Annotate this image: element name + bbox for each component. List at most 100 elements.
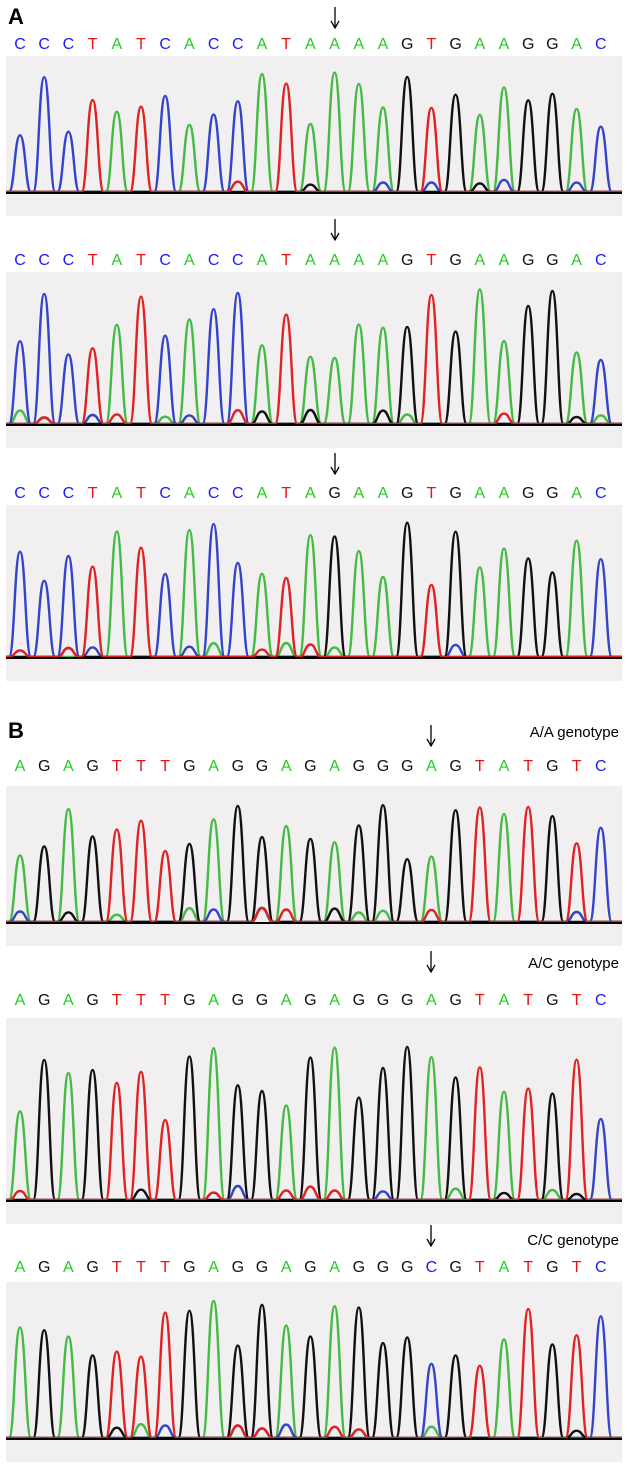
base-call: A bbox=[280, 992, 292, 1009]
base-call: T bbox=[523, 758, 534, 775]
base-call: C bbox=[207, 485, 220, 502]
panel-a-label: A bbox=[8, 4, 24, 29]
base-call: T bbox=[87, 485, 98, 502]
base-call: C bbox=[38, 485, 50, 502]
base-call: G bbox=[521, 252, 535, 269]
base-call: A bbox=[329, 992, 340, 1009]
base-call: C bbox=[62, 252, 75, 269]
base-call: A bbox=[571, 36, 582, 53]
base-call: T bbox=[111, 758, 122, 775]
base-call: A bbox=[498, 485, 510, 502]
variant-arrow-icon bbox=[426, 951, 436, 974]
base-call: A bbox=[280, 758, 292, 775]
base-call: T bbox=[136, 36, 146, 53]
base-call: A bbox=[305, 36, 316, 53]
base-call: A bbox=[498, 36, 510, 53]
base-call: T bbox=[160, 758, 171, 775]
base-call: G bbox=[449, 485, 462, 502]
base-call: C bbox=[159, 252, 171, 269]
base-call: G bbox=[521, 485, 535, 502]
base-call: T bbox=[281, 485, 292, 502]
base-call: A bbox=[184, 252, 195, 269]
trace-A bbox=[6, 1046, 622, 1202]
base-call: G bbox=[231, 1259, 245, 1276]
trace-T bbox=[6, 546, 622, 659]
base-call: A bbox=[208, 1259, 219, 1276]
base-call: G bbox=[304, 992, 317, 1009]
trace-G bbox=[6, 521, 622, 659]
genotype-label: A/C genotype bbox=[528, 955, 619, 972]
base-call: G bbox=[255, 1259, 269, 1276]
trace-A bbox=[6, 288, 622, 426]
base-call: G bbox=[352, 992, 366, 1009]
base-call: A bbox=[353, 485, 365, 502]
base-call: C bbox=[14, 252, 26, 269]
trace-A bbox=[6, 528, 622, 659]
base-call: A bbox=[256, 252, 268, 269]
base-call: T bbox=[136, 1259, 146, 1276]
base-call: G bbox=[86, 1259, 99, 1276]
trace-G bbox=[6, 1303, 622, 1440]
base-call: A bbox=[329, 1259, 340, 1276]
base-call: G bbox=[255, 992, 269, 1009]
base-call: T bbox=[474, 992, 485, 1009]
base-call: A bbox=[256, 485, 268, 502]
base-call: A bbox=[329, 36, 340, 53]
base-call: G bbox=[400, 758, 414, 775]
chromatogram-trace bbox=[6, 272, 622, 448]
base-call: A bbox=[184, 485, 195, 502]
genotype-label: C/C genotype bbox=[527, 1232, 619, 1249]
base-call: T bbox=[426, 36, 437, 53]
variant-arrow-icon bbox=[426, 1225, 436, 1248]
trace-A bbox=[6, 1299, 622, 1440]
base-call: C bbox=[595, 1259, 607, 1276]
trace-T bbox=[6, 82, 622, 194]
base-call: G bbox=[449, 36, 462, 53]
base-call: G bbox=[328, 485, 341, 502]
trace-C bbox=[6, 1315, 622, 1440]
base-call: G bbox=[86, 992, 99, 1009]
base-call: C bbox=[207, 252, 220, 269]
base-call: G bbox=[449, 758, 462, 775]
base-call: A bbox=[498, 992, 510, 1009]
base-call: T bbox=[136, 252, 146, 269]
variant-arrow-icon bbox=[330, 219, 340, 242]
base-call: G bbox=[86, 758, 99, 775]
base-call: A bbox=[305, 252, 316, 269]
base-call: C bbox=[232, 485, 244, 502]
variant-arrow-icon bbox=[426, 725, 436, 748]
base-call: G bbox=[304, 758, 317, 775]
base-call: G bbox=[546, 36, 559, 53]
base-call: A bbox=[208, 758, 219, 775]
base-call: A bbox=[426, 758, 437, 775]
base-call: C bbox=[207, 36, 220, 53]
base-call: T bbox=[474, 1259, 485, 1276]
base-call: C bbox=[232, 252, 244, 269]
base-call: T bbox=[111, 992, 122, 1009]
base-call: C bbox=[595, 992, 607, 1009]
base-call: C bbox=[159, 36, 171, 53]
base-call: A bbox=[498, 1259, 510, 1276]
variant-arrow-icon bbox=[330, 453, 340, 476]
variant-arrow-icon bbox=[330, 7, 340, 30]
trace-C bbox=[6, 522, 622, 659]
base-call: A bbox=[353, 252, 365, 269]
base-call: A bbox=[498, 252, 510, 269]
chromatogram-trace bbox=[6, 1018, 622, 1224]
base-call: C bbox=[595, 485, 607, 502]
base-call: A bbox=[474, 252, 486, 269]
base-call: T bbox=[111, 1259, 122, 1276]
base-call: G bbox=[231, 992, 245, 1009]
genotype-label: A/A genotype bbox=[529, 724, 619, 741]
base-call: G bbox=[400, 1259, 414, 1276]
base-call: G bbox=[231, 758, 245, 775]
trace-G bbox=[6, 803, 622, 924]
base-call: G bbox=[376, 1259, 390, 1276]
base-call: G bbox=[376, 992, 390, 1009]
base-call: A bbox=[63, 992, 74, 1009]
base-call: A bbox=[305, 485, 316, 502]
panel-b-label: B bbox=[8, 718, 24, 743]
trace-C bbox=[6, 291, 622, 426]
base-call: A bbox=[111, 36, 123, 53]
